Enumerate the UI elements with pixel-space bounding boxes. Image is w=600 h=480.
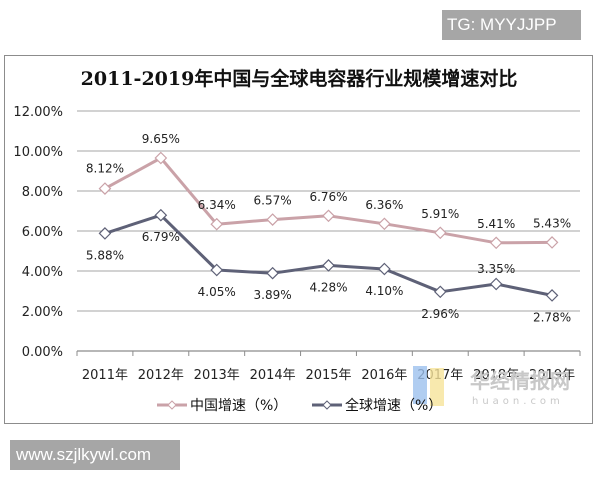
watermark-logo-blue: [413, 366, 427, 404]
data-label: 9.65%: [142, 132, 180, 146]
legend-label: 全球增速（%）: [345, 397, 442, 414]
data-label: 6.57%: [254, 194, 292, 208]
data-label: 6.36%: [365, 198, 403, 212]
x-tick-label: 2016年: [361, 368, 407, 383]
diamond-marker-icon: [433, 226, 447, 240]
diamond-marker-icon: [266, 266, 279, 280]
diamond-marker-icon: [154, 208, 168, 222]
x-tick-label: 2018年: [473, 368, 519, 383]
watermark-tag-bottom: www.szjlkywl.com: [10, 440, 180, 470]
diamond-marker-icon: [154, 151, 168, 165]
watermark-brand-url: huaon.com: [472, 396, 564, 407]
legend: 中国增速（%） 全球增速（%）: [157, 397, 442, 414]
watermark-tag-top: TG: MYYJJPP: [442, 10, 581, 40]
data-label: 3.89%: [254, 288, 292, 302]
y-tick-label: 4.00%: [22, 265, 63, 280]
x-axis: 2011年2012年2013年2014年2015年2016年2017年2018年…: [76, 350, 581, 383]
data-label: 6.76%: [309, 190, 347, 204]
x-tick-label: 2012年: [138, 368, 184, 383]
diamond-marker-icon: [322, 209, 335, 223]
data-labels: 8.12% 9.65% 6.34% 6.57% 6.76% 6.36% 5.91% 5.41%…: [86, 132, 571, 324]
x-tick-label: 2014年: [250, 368, 296, 383]
watermark-logo-yellow: [430, 368, 444, 406]
diamond-marker-icon: [210, 217, 224, 231]
data-label: 5.43%: [533, 216, 571, 230]
data-label: 3.35%: [477, 262, 515, 276]
x-tick-label: 2019年: [529, 368, 575, 383]
x-tick-label: 2011年: [82, 368, 128, 383]
diamond-marker-icon: [322, 259, 335, 272]
data-label: 5.91%: [421, 207, 459, 221]
diamond-marker-icon: [98, 182, 112, 195]
y-tick-label: 2.00%: [22, 305, 63, 320]
diamond-marker-icon: [98, 227, 112, 240]
y-tick-label: 10.00%: [13, 145, 63, 160]
diamond-marker-icon: [545, 236, 559, 249]
y-tick-label: 8.00%: [22, 185, 63, 200]
y-axis-ticks: 0.00% 2.00% 4.00% 6.00% 8.00% 10.00% 12.00%: [13, 105, 63, 360]
x-tick-label: 2013年: [194, 368, 240, 383]
y-tick-label: 12.00%: [13, 105, 63, 120]
legend-diamond-icon: [322, 400, 332, 410]
y-tick-label: 0.00%: [22, 345, 63, 360]
data-label: 8.12%: [86, 162, 124, 176]
data-label: 4.10%: [365, 284, 403, 298]
diamond-marker-icon: [378, 217, 391, 231]
data-label: 4.28%: [309, 280, 347, 294]
y-tick-label: 6.00%: [22, 225, 63, 240]
diamond-marker-icon: [378, 262, 391, 276]
data-label: 2.78%: [533, 310, 571, 324]
data-label: 4.05%: [198, 285, 236, 299]
diamond-marker-icon: [433, 285, 447, 299]
data-label: 2.96%: [421, 307, 459, 321]
x-tick-label: 2015年: [305, 368, 351, 383]
diamond-marker-icon: [545, 289, 559, 302]
data-label: 6.79%: [142, 230, 180, 244]
huaon-watermark: 华经情报网 huaon.com: [413, 366, 570, 407]
watermark-brand-cn: 华经情报网: [470, 369, 570, 393]
diamond-marker-icon: [489, 236, 503, 250]
data-label: 6.34%: [198, 198, 236, 212]
diamond-marker-icon: [489, 277, 503, 291]
legend-diamond-icon: [167, 400, 177, 410]
diamond-marker-icon: [266, 213, 279, 226]
series-lines: [98, 151, 559, 302]
diamond-marker-icon: [210, 263, 224, 277]
chart-title: 2011-2019年中国与全球电容器行业规模增速对比: [81, 67, 518, 90]
legend-label: 中国增速（%）: [190, 398, 287, 414]
data-label: 5.88%: [86, 248, 124, 262]
gridlines: [77, 110, 580, 312]
data-label: 5.41%: [477, 217, 515, 231]
